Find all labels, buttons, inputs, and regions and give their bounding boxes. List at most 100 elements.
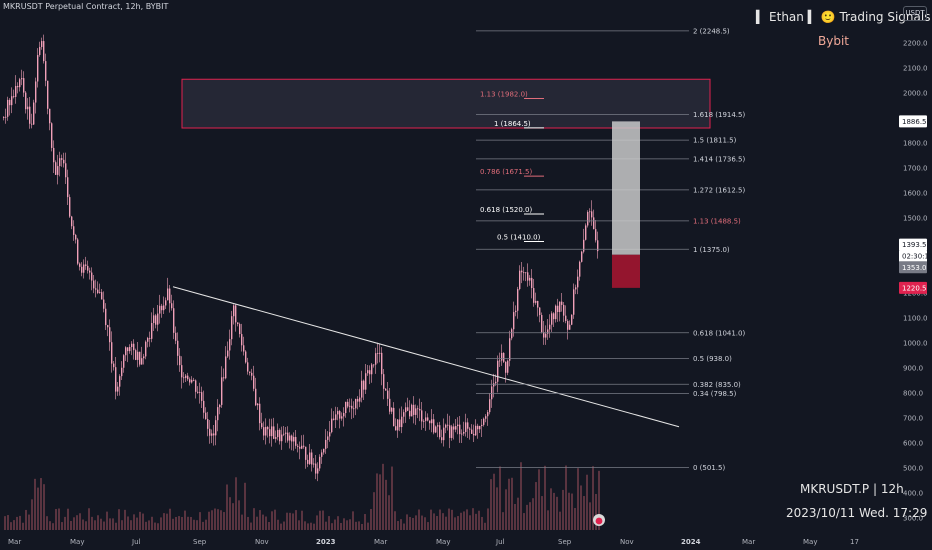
candle-body — [91, 272, 93, 281]
volume-bar — [298, 520, 300, 530]
position-stop-area[interactable] — [612, 254, 640, 288]
candle-body — [397, 419, 399, 431]
candle-body — [527, 272, 529, 281]
candle-body — [459, 424, 461, 435]
volume-bar — [295, 510, 297, 530]
currency-button[interactable]: USDT — [903, 6, 927, 21]
candle-body — [11, 96, 13, 106]
volume-bar — [460, 512, 462, 530]
candle-body — [379, 352, 381, 354]
candle-body — [29, 106, 31, 124]
volume-bar — [424, 517, 426, 530]
candle-body — [15, 85, 17, 97]
candle-body — [369, 370, 371, 375]
candle-body — [535, 300, 537, 303]
volume-bar — [433, 513, 435, 530]
volume-bar — [577, 468, 579, 530]
candle-body — [503, 353, 505, 362]
candle-body — [301, 445, 303, 449]
symbol-title: MKRUSDT Perpetual Contract, 12h, BYBIT — [3, 2, 169, 11]
volume-bar — [103, 521, 105, 530]
volume-bar — [301, 510, 303, 530]
candle-body — [45, 61, 47, 81]
candle-body — [385, 388, 387, 391]
candle-body — [133, 343, 135, 351]
fib-level-label: 1.618 (1914.5) — [693, 111, 745, 119]
candle-body — [481, 424, 483, 426]
candle-body — [257, 403, 259, 406]
candle-body — [203, 400, 205, 413]
candle-body — [351, 405, 353, 409]
volume-bar — [379, 474, 381, 530]
candle-body — [63, 159, 65, 164]
candle-body — [23, 78, 25, 93]
price-badge — [899, 238, 927, 251]
candle-body — [223, 377, 225, 379]
volume-bar — [406, 514, 408, 530]
candle-body — [151, 323, 153, 339]
candle-body — [211, 433, 213, 436]
volume-bar — [346, 520, 348, 530]
candle-body — [277, 429, 279, 438]
candle-body — [163, 305, 165, 311]
candle-body — [539, 307, 541, 316]
candle-body — [113, 363, 115, 368]
candle-body — [437, 425, 439, 427]
candle-body — [455, 426, 457, 430]
position-target-area[interactable] — [612, 121, 640, 255]
candle-body — [3, 117, 5, 118]
candle-body — [193, 379, 195, 381]
candle-body — [493, 383, 495, 387]
candle-body — [561, 301, 563, 305]
price-axis-label: 500.0 — [903, 465, 923, 473]
price-badge — [899, 261, 927, 274]
candle-body — [329, 432, 331, 437]
candle-body — [477, 425, 479, 430]
volume-bar — [283, 521, 285, 530]
volume-bar — [559, 511, 561, 530]
volume-bar — [238, 500, 240, 530]
candle-body — [289, 435, 291, 441]
candle-body — [65, 163, 67, 178]
candle-body — [205, 412, 207, 420]
volume-bar — [307, 523, 309, 530]
price-axis-label: 300.0 — [903, 515, 923, 523]
candle-body — [547, 329, 549, 334]
price-axis-label: 900.0 — [903, 365, 923, 373]
resistance-zone[interactable] — [181, 78, 711, 129]
candle-body — [427, 417, 429, 421]
candle-body — [431, 419, 433, 424]
time-axis-label: May — [436, 538, 450, 546]
candle-body — [125, 347, 127, 356]
candle-body — [271, 426, 273, 437]
candle-body — [393, 407, 395, 427]
volume-bar — [388, 495, 390, 530]
volume-bar — [334, 519, 336, 530]
candle-body — [579, 261, 581, 277]
candle-body — [389, 398, 391, 412]
volume-bar — [58, 508, 60, 530]
volume-bar — [547, 510, 549, 530]
trendline[interactable] — [172, 286, 680, 428]
volume-bar — [403, 523, 405, 530]
volume-bar — [250, 522, 252, 530]
volume-bar — [436, 516, 438, 530]
volume-bar — [130, 520, 132, 530]
volume-bar — [199, 512, 201, 530]
volume-bar — [265, 516, 267, 530]
candle-body — [19, 79, 21, 88]
time-axis-label: 2024 — [681, 538, 701, 546]
volume-bar — [10, 522, 12, 530]
volume-bar — [361, 523, 363, 530]
candle-body — [489, 399, 491, 413]
volume-bar — [82, 519, 84, 530]
candle-body — [33, 102, 35, 125]
candle-body — [337, 411, 339, 415]
fib-level-label: 0 (501.5) — [693, 464, 725, 472]
candle-body — [281, 434, 283, 442]
candle-body — [9, 99, 11, 106]
fib-level-label: 0.34 (798.5) — [693, 390, 737, 398]
candle-body — [37, 55, 39, 82]
volume-bar — [472, 508, 474, 530]
